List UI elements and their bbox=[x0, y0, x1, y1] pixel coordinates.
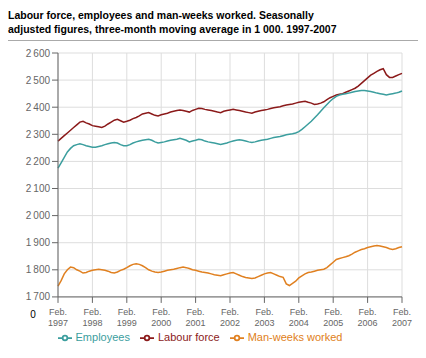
svg-text:Feb.1998: Feb.1998 bbox=[82, 307, 102, 328]
html-text:Man-weeks worked: Man-weeks worked bbox=[247, 330, 343, 343]
svg-text:Feb.1997: Feb.1997 bbox=[48, 307, 68, 328]
html-text:Labour force: Labour force bbox=[157, 330, 220, 343]
svg-text:Feb.1999: Feb.1999 bbox=[117, 307, 137, 328]
html-text:Employees: Employees bbox=[75, 330, 130, 343]
svg-text:2 300: 2 300 bbox=[26, 129, 51, 140]
svg-text:Feb.2000: Feb.2000 bbox=[151, 307, 171, 328]
svg-text:2 100: 2 100 bbox=[26, 183, 51, 194]
svg-text:Feb.2004: Feb.2004 bbox=[289, 307, 309, 328]
svg-text:Feb.2003: Feb.2003 bbox=[254, 307, 274, 328]
svg-text:2 400: 2 400 bbox=[26, 102, 51, 113]
svg-text:2 500: 2 500 bbox=[26, 75, 51, 86]
svg-text:1 700: 1 700 bbox=[26, 291, 51, 302]
svg-text:1 900: 1 900 bbox=[26, 237, 51, 248]
svg-text:Feb.2006: Feb.2006 bbox=[358, 307, 378, 328]
svg-text:Feb.2007: Feb.2007 bbox=[392, 307, 412, 328]
html-text:Labour force, employees and ma: Labour force, employees and man-weeks wo… bbox=[8, 9, 314, 21]
svg-text:0: 0 bbox=[30, 309, 36, 320]
svg-text:2 600: 2 600 bbox=[26, 48, 51, 59]
svg-text:2 200: 2 200 bbox=[26, 156, 51, 167]
svg-text:1 800: 1 800 bbox=[26, 264, 51, 275]
svg-text:Feb.2001: Feb.2001 bbox=[186, 307, 206, 328]
svg-text:Feb.2005: Feb.2005 bbox=[323, 307, 343, 328]
svg-text:Feb.2002: Feb.2002 bbox=[220, 307, 240, 328]
svg-text:2 000: 2 000 bbox=[26, 210, 51, 221]
html-text:adjusted figures, three-month: adjusted figures, three-month moving ave… bbox=[8, 23, 337, 35]
